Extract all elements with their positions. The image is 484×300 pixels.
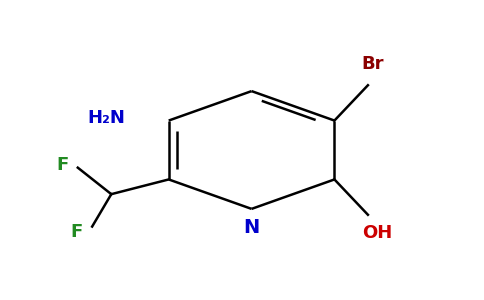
Text: F: F [70,224,83,242]
Text: H₂N: H₂N [88,109,126,127]
Text: N: N [243,218,260,237]
Text: OH: OH [363,224,393,242]
Text: F: F [56,156,68,174]
Text: Br: Br [362,56,384,74]
